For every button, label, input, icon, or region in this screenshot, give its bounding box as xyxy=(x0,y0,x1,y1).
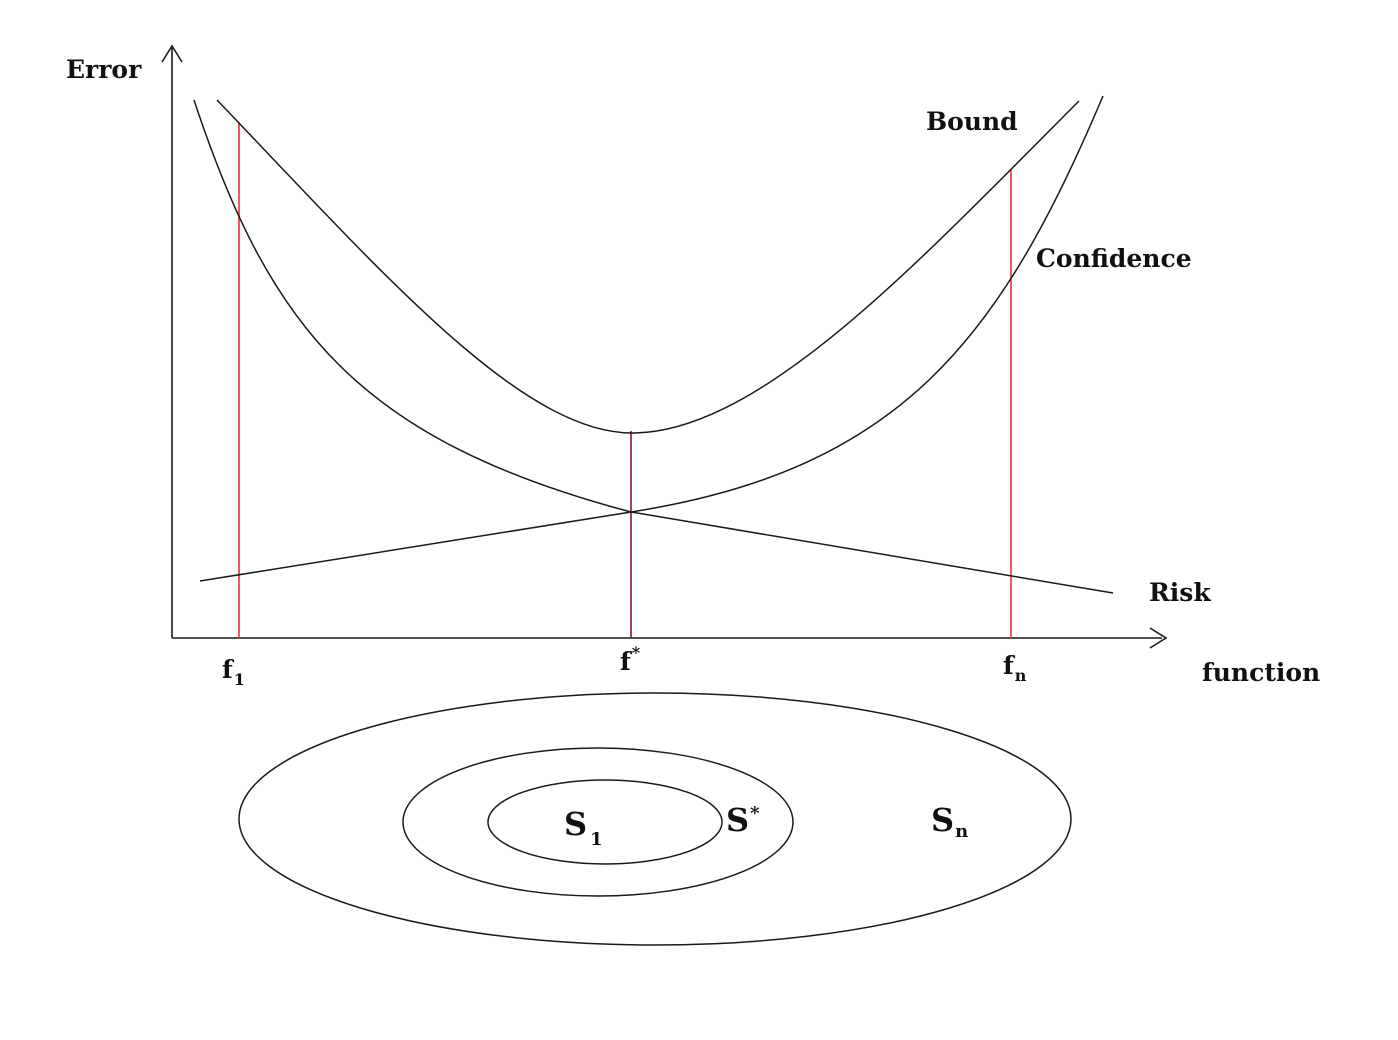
curves xyxy=(193,95,1114,594)
bound-curve xyxy=(216,99,1080,434)
confidence-curve xyxy=(199,95,1104,582)
tick-label-fn: fn xyxy=(1003,651,1027,685)
risk-curve xyxy=(193,99,1114,594)
tick-label-f1: f1 xyxy=(222,655,245,689)
y-axis-label: Error xyxy=(66,55,142,84)
set-ellipse-sn xyxy=(238,692,1072,946)
y-axis-arrowhead xyxy=(161,44,183,63)
bound-label: Bound xyxy=(926,107,1018,136)
set-label-sn: Sn xyxy=(931,801,968,842)
tick-label-fstar: f* xyxy=(620,643,641,676)
x-axis-arrowhead xyxy=(1149,627,1168,649)
set-ellipse-sstar xyxy=(402,747,794,897)
marker-lines xyxy=(238,122,1012,638)
nested-sets xyxy=(238,692,1072,946)
axes xyxy=(161,44,1168,649)
confidence-label: Confidence xyxy=(1036,244,1192,273)
set-label-sstar: S* xyxy=(726,801,760,839)
risk-label: Risk xyxy=(1149,578,1211,607)
set-ellipse-s1 xyxy=(487,779,723,865)
x-axis-label: function xyxy=(1202,658,1320,687)
